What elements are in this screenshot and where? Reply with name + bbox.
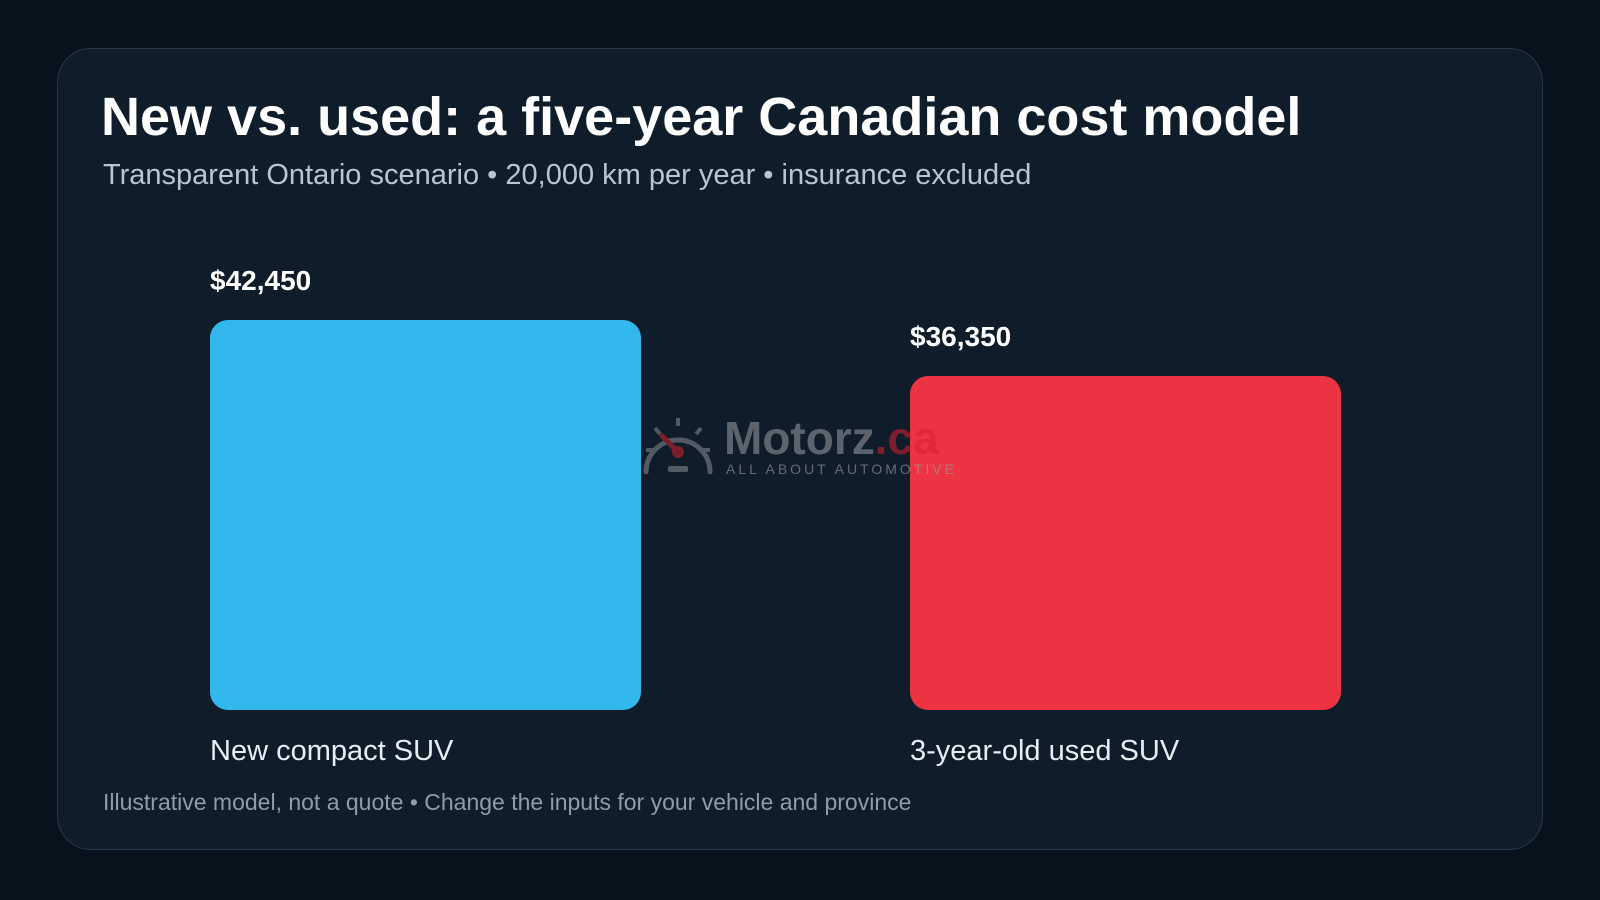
chart-title: New vs. used: a five-year Canadian cost … [101, 87, 1302, 147]
bar-used [910, 376, 1341, 710]
motorz-watermark: Motorz.ca ALL ABOUT AUTOMOTIVE [643, 412, 957, 477]
category-label: New compact SUV [210, 735, 454, 767]
chart-footnote: Illustrative model, not a quote • Change… [103, 789, 912, 815]
category-label: 3-year-old used SUV [910, 735, 1180, 767]
watermark-tagline: ALL ABOUT AUTOMOTIVE [726, 461, 957, 477]
chart-subtitle: Transparent Ontario scenario • 20,000 km… [103, 159, 1032, 191]
svg-text:Motorz.ca: Motorz.ca [724, 412, 939, 464]
speedometer-icon [643, 418, 713, 475]
watermark-tld: .ca [875, 412, 939, 464]
bar-value-label: $42,450 [210, 265, 311, 296]
bar-new [210, 320, 641, 710]
watermark-brand: Motorz [724, 412, 875, 464]
bar-value-label: $36,350 [910, 321, 1011, 352]
